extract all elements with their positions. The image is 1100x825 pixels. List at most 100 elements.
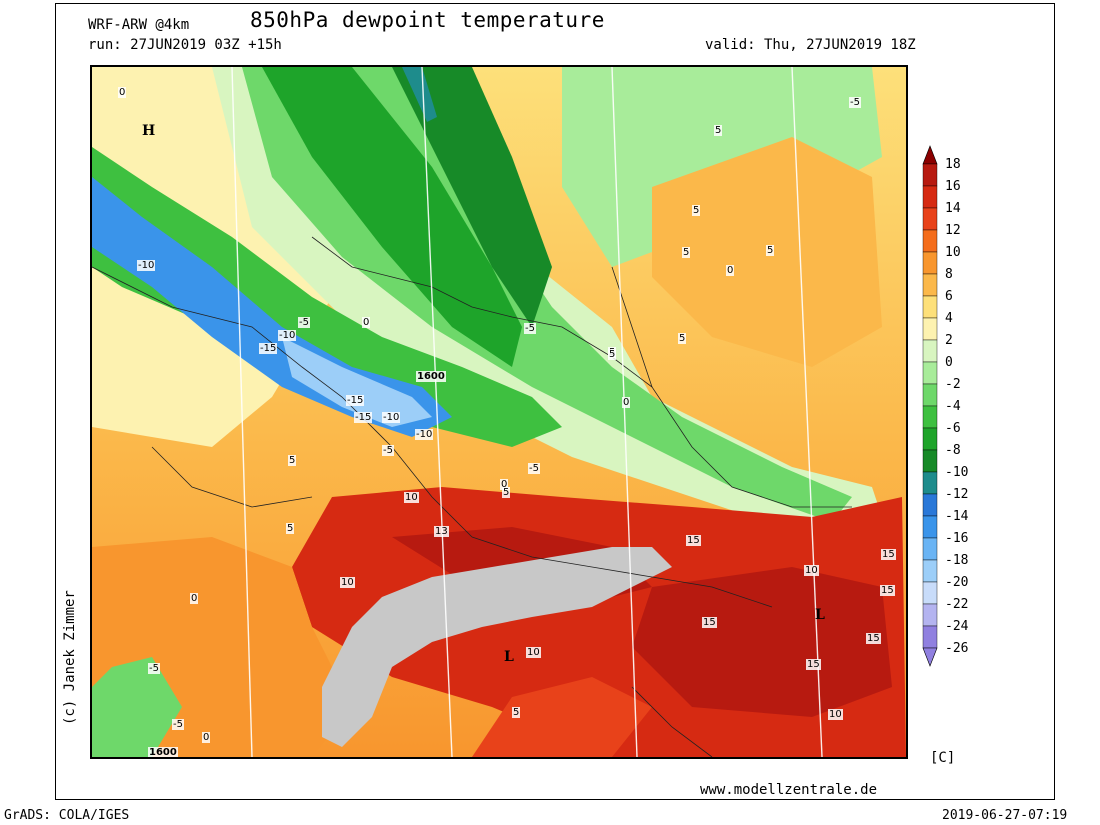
dark-green-jet [262, 67, 522, 367]
high-pressure-marker: H [142, 123, 156, 139]
colorbar-swatch [922, 625, 938, 649]
contour-label: -10 [415, 429, 434, 440]
contour-label: 0 [622, 397, 631, 408]
contour-label: -10 [382, 412, 401, 423]
contour-label: -5 [298, 317, 310, 328]
website-link[interactable]: www.modellzentrale.de [700, 782, 878, 798]
colorbar-level-label: -20 [945, 575, 969, 590]
colorbar-level-label: 2 [945, 333, 953, 348]
elevation-contour-label: 1600 [416, 371, 446, 382]
colorbar-level-label: 4 [945, 311, 953, 326]
contour-label: 10 [340, 577, 355, 588]
colorbar-level-label: 0 [945, 355, 953, 370]
colorbar-swatch [922, 163, 938, 187]
contour-label: 0 [190, 593, 199, 604]
contour-label: 5 [608, 349, 617, 360]
colorbar-level-label: 12 [945, 223, 961, 238]
model-label: WRF-ARW @4km [88, 17, 190, 33]
colorbar-level-label: 6 [945, 289, 953, 304]
contour-label: -5 [148, 663, 160, 674]
generation-timestamp: 2019-06-27-07:19 [942, 808, 1068, 823]
contour-label: 5 [692, 205, 701, 216]
contour-label: -5 [524, 323, 536, 334]
colorbar-swatch [922, 515, 938, 539]
software-credit: GrADS: COLA/IGES [4, 808, 130, 823]
colorbar-level-label: -14 [945, 509, 969, 524]
graticule [231, 67, 823, 757]
colorbar-level-label: 14 [945, 201, 961, 216]
colorbar-swatch [922, 251, 938, 275]
colorbar-level-label: 16 [945, 179, 961, 194]
contour-label: 5 [678, 333, 687, 344]
low-pressure-marker: L [815, 607, 825, 623]
teal-strip [402, 67, 437, 122]
colorbar-swatch [922, 207, 938, 231]
valid-time-label: valid: Thu, 27JUN2019 18Z [705, 37, 916, 53]
contour-label: -5 [172, 719, 184, 730]
contour-label: -15 [354, 412, 373, 423]
map-canvas [92, 67, 906, 757]
colorbar-swatch [922, 361, 938, 385]
contour-label: -5 [382, 445, 394, 456]
colorbar [922, 145, 938, 667]
southwest-green-patch [92, 657, 182, 757]
colorbar-swatch [922, 229, 938, 253]
darkest-green-core [392, 67, 552, 327]
colorbar-level-label: -8 [945, 443, 961, 458]
colorbar-swatch [922, 449, 938, 473]
run-label: run: 27JUN2019 03Z +15h [88, 37, 282, 53]
contour-label: 10 [526, 647, 541, 658]
colorbar-level-label: 18 [945, 157, 961, 172]
colorbar-swatch [922, 185, 938, 209]
colorbar-swatch [922, 317, 938, 341]
colorbar-swatch [922, 537, 938, 561]
contour-label: -15 [259, 343, 278, 354]
colorbar-swatch [922, 471, 938, 495]
colorbar-swatch [922, 295, 938, 319]
colorbar-swatch [922, 559, 938, 583]
contour-label: 5 [766, 245, 775, 256]
colorbar-level-label: -10 [945, 465, 969, 480]
contour-label: 13 [434, 526, 449, 537]
colorbar-level-label: -2 [945, 377, 961, 392]
author-credit: (c) Janek Zimmer [62, 590, 78, 725]
colorbar-level-label: -12 [945, 487, 969, 502]
colorbar-level-label: -26 [945, 641, 969, 656]
contour-label: 15 [686, 535, 701, 546]
contour-label: 5 [286, 523, 295, 534]
colorbar-swatch [922, 603, 938, 627]
colorbar-level-label: -18 [945, 553, 969, 568]
dewpoint-map: H L L 1600 1600 -10 -15 -5 -10 -15 -10 -… [90, 65, 908, 759]
country-borders [92, 236, 852, 757]
colorbar-level-label: 10 [945, 245, 961, 260]
very-dry-core [282, 337, 432, 427]
colorbar-swatch [922, 383, 938, 407]
colorbar-swatch [922, 581, 938, 605]
colorbar-swatch [922, 339, 938, 363]
contour-label: 15 [702, 617, 717, 628]
plot-frame [55, 3, 1055, 800]
low-pressure-marker: L [504, 649, 514, 665]
elevation-contour-label: 1600 [148, 747, 178, 758]
contour-label: -15 [346, 395, 365, 406]
terrain-above-level [322, 547, 672, 747]
contour-label: 5 [288, 455, 297, 466]
contour-label: 5 [682, 247, 691, 258]
contour-label: 0 [202, 732, 211, 743]
contour-label: 5 [714, 125, 723, 136]
contour-label: 15 [880, 585, 895, 596]
colorbar-upper-arrow [922, 145, 938, 165]
contour-label: 5 [512, 707, 521, 718]
colorbar-level-label: 8 [945, 267, 953, 282]
contour-label: 15 [866, 633, 881, 644]
colorbar-units: [C] [930, 750, 956, 766]
dry-air-streak [92, 177, 452, 437]
colorbar-lower-arrow [922, 647, 938, 667]
colorbar-level-label: -6 [945, 421, 961, 436]
contour-label: -10 [278, 330, 297, 341]
colorbar-level-label: -16 [945, 531, 969, 546]
contour-label: 10 [404, 492, 419, 503]
contour-label: -10 [137, 260, 156, 271]
contour-label: 5 [502, 487, 511, 498]
chart-title: 850hPa dewpoint temperature [250, 8, 605, 32]
